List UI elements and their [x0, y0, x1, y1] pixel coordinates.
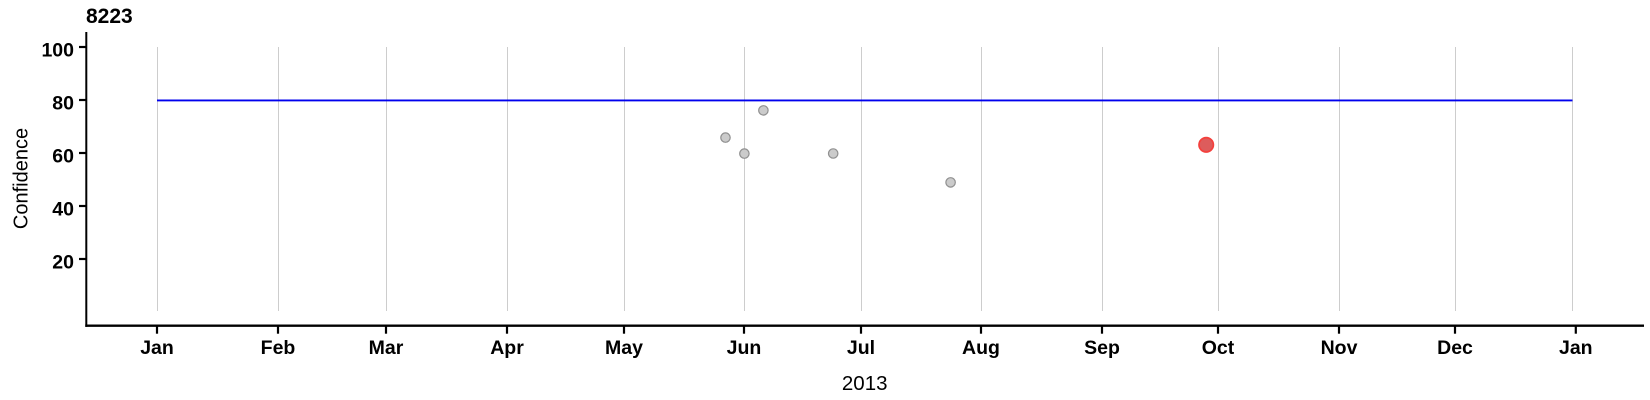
svg-text:60: 60 [52, 146, 74, 168]
svg-text:2013: 2013 [842, 372, 888, 395]
svg-text:May: May [605, 337, 643, 359]
svg-text:Aug: Aug [962, 337, 1000, 359]
svg-text:Feb: Feb [261, 337, 296, 359]
svg-text:Jan: Jan [1559, 337, 1593, 359]
svg-text:Jun: Jun [727, 337, 762, 359]
svg-text:Nov: Nov [1321, 337, 1358, 359]
svg-text:Dec: Dec [1437, 337, 1473, 359]
svg-text:Jan: Jan [140, 337, 174, 359]
svg-text:40: 40 [52, 199, 74, 221]
svg-text:Apr: Apr [490, 337, 524, 359]
svg-text:Confidence: Confidence [11, 128, 33, 229]
svg-text:20: 20 [52, 252, 74, 274]
svg-text:Mar: Mar [369, 337, 404, 359]
svg-text:80: 80 [52, 93, 74, 115]
svg-text:Oct: Oct [1202, 337, 1235, 359]
svg-text:8223: 8223 [86, 5, 133, 28]
svg-text:100: 100 [41, 40, 74, 62]
svg-text:Sep: Sep [1084, 337, 1120, 359]
svg-text:Jul: Jul [847, 337, 875, 359]
